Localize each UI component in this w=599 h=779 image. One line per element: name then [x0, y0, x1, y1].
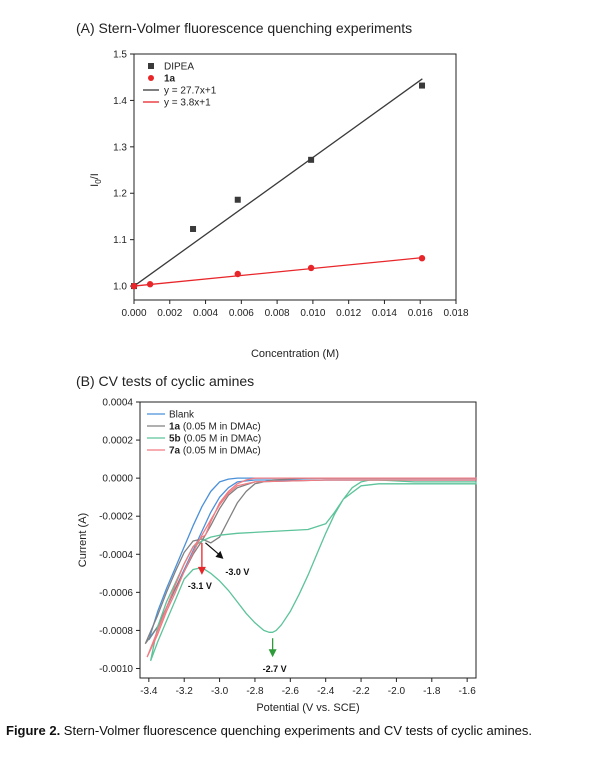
data-point-dipea — [190, 225, 197, 232]
arrow-head — [197, 566, 206, 575]
legend-label: y = 3.8x+1 — [164, 98, 211, 109]
cv-curve — [149, 479, 477, 662]
x-tick-label: 0.004 — [193, 308, 218, 319]
x-tick-label: -2.6 — [282, 686, 300, 697]
annotation-label: -2.7 V — [263, 664, 287, 674]
x-tick-label: 0.012 — [336, 308, 361, 319]
x-tick-label: -1.8 — [423, 686, 441, 697]
x-tick-label: -3.2 — [176, 686, 194, 697]
x-tick-label: 0.002 — [157, 308, 182, 319]
panel-b-x-label: Potential (V vs. SCE) — [256, 702, 359, 714]
data-point-dipea — [419, 82, 426, 89]
cv-curve — [146, 477, 477, 658]
annotation-label: -3.0 V — [225, 567, 249, 577]
data-point-1a — [418, 255, 426, 262]
x-tick-label: -2.8 — [246, 686, 264, 697]
panel-b-y-ticks: 0.0004 0.0002 0.0000 -0.0002 -0.0004 -0.0006 -… — [99, 398, 140, 675]
fit-line — [133, 256, 423, 287]
caption-label: Figure 2. — [6, 723, 61, 738]
y-tick-label: 1.3 — [113, 142, 127, 153]
legend-label: y = 27.7x+1 — [164, 86, 217, 97]
arrow-shaft — [205, 542, 220, 556]
panel-a-points — [130, 82, 426, 290]
panel-a-y-ticks: 1.0 1.1 1.2 1.3 1.4 1.5 — [113, 50, 134, 293]
legend-label: Blank — [169, 410, 195, 421]
arrow-head — [215, 550, 224, 559]
y-tick-label: -0.0008 — [99, 626, 133, 637]
panel-a: (A) Stern-Volmer fluorescence quenching … — [76, 20, 469, 360]
panel-a-y-label: I0/I — [89, 173, 103, 187]
panel-b-y-label: Current (A) — [77, 513, 89, 567]
x-tick-label: -3.0 — [211, 686, 229, 697]
data-point-1a — [146, 281, 154, 288]
legend-label: 7a (0.05 M in DMAc) — [169, 446, 261, 457]
y-tick-label: 1.5 — [113, 50, 127, 61]
panel-b-x-ticks: -3.4 -3.2 -3.0 -2.8 -2.6 -2.4 -2.2 -2.0 -1.8 -1.6 — [140, 678, 476, 697]
caption-text: Stern-Volmer fluorescence quenching expe… — [60, 723, 533, 738]
annotation-label: -3.1 V — [188, 581, 212, 591]
panel-b-annotations: -3.0 V -3.1 V -2.7 V — [188, 542, 287, 674]
panel-a-fit-lines — [133, 78, 423, 287]
y-tick-label: -0.0006 — [99, 588, 133, 599]
panel-b-plot-frame — [139, 401, 477, 679]
x-tick-label: -1.6 — [459, 686, 477, 697]
legend-label: 1a — [164, 74, 176, 85]
x-tick-label: 0.018 — [443, 308, 468, 319]
legend-marker — [148, 75, 154, 81]
y-tick-label: 1.4 — [113, 96, 127, 107]
x-tick-label: 0.008 — [265, 308, 290, 319]
data-point-dipea — [234, 196, 241, 203]
panel-b-title: (B) CV tests of cyclic amines — [76, 373, 254, 389]
svg-text:I0/I: I0/I — [89, 173, 103, 187]
x-tick-label: 0.000 — [121, 308, 146, 319]
y-tick-label: 0.0004 — [102, 398, 133, 409]
x-tick-label: 0.010 — [300, 308, 325, 319]
arrow-head — [268, 649, 277, 658]
x-tick-label: -2.0 — [388, 686, 406, 697]
data-point-1a — [130, 282, 138, 290]
y-tick-label: 0.0002 — [102, 436, 133, 447]
panel-a-x-ticks: 0.000 0.002 0.004 0.006 0.008 0.010 0.012 0.014… — [121, 300, 469, 319]
fit-line — [133, 78, 423, 287]
x-tick-label: 0.006 — [229, 308, 254, 319]
panel-a-plot-frame — [133, 53, 457, 301]
panel-a-x-label: Concentration (M) — [251, 348, 339, 360]
cv-curve — [144, 477, 477, 645]
x-tick-label: -3.4 — [140, 686, 158, 697]
x-tick-label: -2.2 — [352, 686, 370, 697]
y-tick-label: 1.1 — [113, 235, 127, 246]
data-point-1a — [307, 264, 315, 272]
legend-label: 1a (0.05 M in DMAc) — [169, 422, 261, 433]
y-tick-label: -0.0004 — [99, 550, 133, 561]
panel-a-title: (A) Stern-Volmer fluorescence quenching … — [76, 20, 412, 36]
cv-curve — [148, 477, 477, 641]
legend-label: DIPEA — [164, 62, 194, 73]
figure: (A) Stern-Volmer fluorescence quenching … — [76, 20, 477, 714]
y-tick-label: 0.0000 — [102, 474, 133, 485]
x-tick-label: -2.4 — [317, 686, 335, 697]
legend-marker — [148, 63, 154, 69]
panel-b: (B) CV tests of cyclic amines -3.4 -3.2 -3… — [76, 373, 477, 714]
legend-label: 5b (0.05 M in DMAc) — [169, 434, 261, 445]
y-tick-label: -0.0002 — [99, 512, 133, 523]
data-point-dipea — [308, 156, 315, 163]
x-tick-label: 0.016 — [408, 308, 433, 319]
y-tick-label: 1.2 — [113, 189, 127, 200]
data-point-1a — [234, 270, 241, 278]
x-tick-label: 0.014 — [372, 308, 397, 319]
panel-b-cv-lines — [144, 477, 477, 662]
y-tick-label: 1.0 — [113, 282, 127, 293]
svg-text:Current (A): Current (A) — [77, 513, 89, 567]
y-tick-label: -0.0010 — [99, 664, 133, 675]
figure-caption: Figure 2. Stern-Volmer fluorescence quen… — [6, 722, 596, 739]
